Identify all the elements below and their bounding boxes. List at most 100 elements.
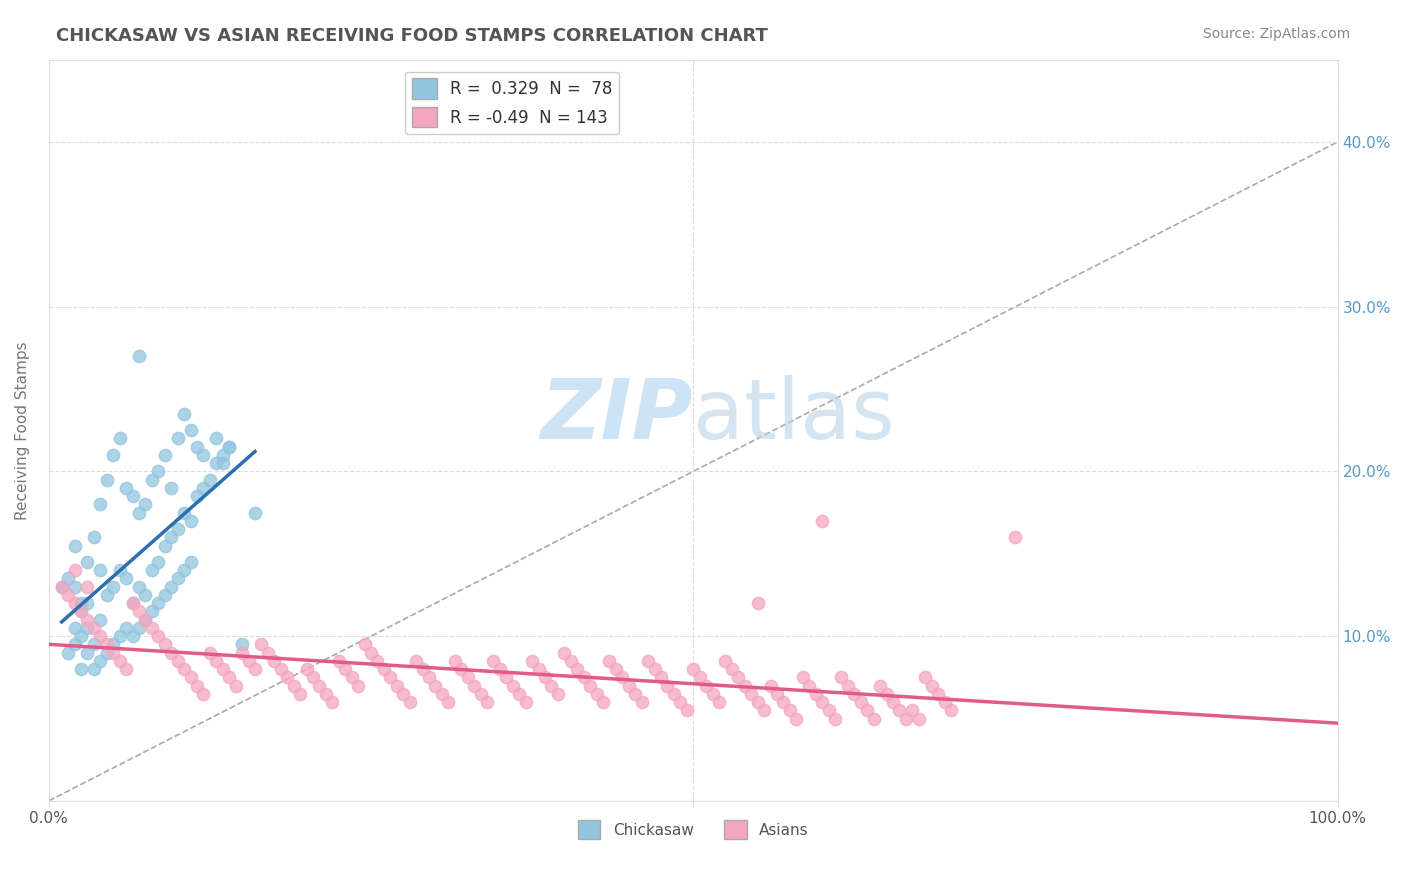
Point <box>276 670 298 684</box>
Point <box>173 563 195 577</box>
Point <box>412 662 434 676</box>
Point <box>76 646 98 660</box>
Point <box>238 654 260 668</box>
Point <box>675 703 697 717</box>
Point <box>592 695 614 709</box>
Point <box>450 662 472 676</box>
Point <box>211 456 233 470</box>
Point <box>689 670 711 684</box>
Point <box>153 637 176 651</box>
Point <box>218 440 240 454</box>
Point <box>430 687 453 701</box>
Point <box>141 473 163 487</box>
Point <box>579 679 602 693</box>
Point <box>759 679 782 693</box>
Point <box>76 555 98 569</box>
Point <box>103 448 125 462</box>
Point <box>218 670 240 684</box>
Point <box>211 662 233 676</box>
Point <box>443 654 465 668</box>
Text: ZIP: ZIP <box>540 375 693 456</box>
Point <box>108 432 131 446</box>
Point <box>115 621 138 635</box>
Point <box>180 514 202 528</box>
Point <box>605 662 627 676</box>
Point <box>153 588 176 602</box>
Point <box>637 654 659 668</box>
Point <box>115 662 138 676</box>
Point <box>134 497 156 511</box>
Point <box>1004 530 1026 544</box>
Point <box>153 539 176 553</box>
Point <box>128 604 150 618</box>
Point <box>166 522 188 536</box>
Point <box>747 695 769 709</box>
Point <box>567 662 589 676</box>
Point <box>243 662 266 676</box>
Point <box>856 703 879 717</box>
Point <box>380 670 402 684</box>
Point <box>347 679 370 693</box>
Point <box>766 687 789 701</box>
Point <box>193 448 215 462</box>
Point <box>103 580 125 594</box>
Point <box>882 695 904 709</box>
Point <box>89 613 111 627</box>
Point <box>457 670 479 684</box>
Point <box>811 695 834 709</box>
Point <box>134 613 156 627</box>
Point <box>128 506 150 520</box>
Point <box>270 662 292 676</box>
Point <box>907 712 929 726</box>
Point <box>166 572 188 586</box>
Point <box>398 695 420 709</box>
Point <box>128 349 150 363</box>
Point <box>243 506 266 520</box>
Point <box>914 670 936 684</box>
Point <box>96 637 118 651</box>
Point <box>56 646 79 660</box>
Point <box>849 695 872 709</box>
Point <box>747 596 769 610</box>
Point <box>166 654 188 668</box>
Point <box>225 679 247 693</box>
Point <box>141 563 163 577</box>
Point <box>489 662 512 676</box>
Text: atlas: atlas <box>693 375 896 456</box>
Point <box>193 687 215 701</box>
Point <box>121 596 143 610</box>
Point <box>115 481 138 495</box>
Point <box>308 679 330 693</box>
Point <box>425 679 447 693</box>
Point <box>173 506 195 520</box>
Point <box>128 621 150 635</box>
Point <box>83 662 105 676</box>
Text: CHICKASAW VS ASIAN RECEIVING FOOD STAMPS CORRELATION CHART: CHICKASAW VS ASIAN RECEIVING FOOD STAMPS… <box>56 27 768 45</box>
Point <box>644 662 666 676</box>
Point <box>76 596 98 610</box>
Point <box>792 670 814 684</box>
Point <box>830 670 852 684</box>
Point <box>148 555 170 569</box>
Point <box>70 604 93 618</box>
Point <box>134 588 156 602</box>
Point <box>121 629 143 643</box>
Point <box>173 662 195 676</box>
Point <box>617 679 640 693</box>
Point <box>475 695 498 709</box>
Point <box>63 563 86 577</box>
Point <box>134 613 156 627</box>
Point <box>612 670 634 684</box>
Point <box>108 654 131 668</box>
Point <box>56 588 79 602</box>
Point <box>288 687 311 701</box>
Point <box>76 580 98 594</box>
Point <box>63 621 86 635</box>
Point <box>702 687 724 701</box>
Point <box>470 687 492 701</box>
Point <box>173 407 195 421</box>
Point <box>508 687 530 701</box>
Point <box>463 679 485 693</box>
Point <box>115 572 138 586</box>
Point <box>889 703 911 717</box>
